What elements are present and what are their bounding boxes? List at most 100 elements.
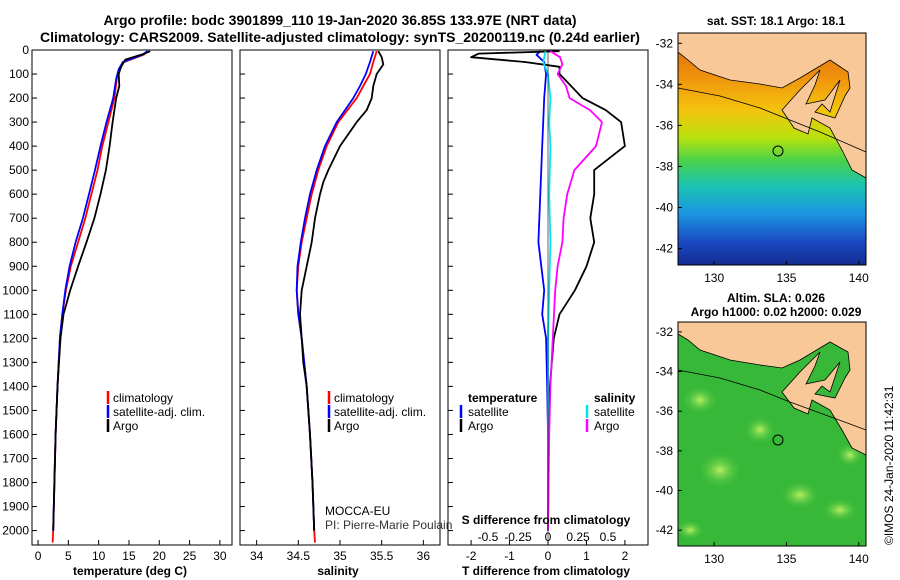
series-climatology bbox=[51, 50, 149, 543]
salinity-panel bbox=[239, 49, 441, 546]
map-x-tick-label: 130 bbox=[704, 271, 724, 285]
s-tick-label: 0.5 bbox=[600, 530, 617, 544]
series-t-satellite bbox=[535, 50, 549, 531]
map-x-tick-label: 135 bbox=[776, 552, 796, 566]
series-climatology bbox=[295, 50, 378, 543]
x-tick-label: 10 bbox=[92, 549, 106, 563]
sla-map-title2: Argo h1000: 0.02 h2000: 0.029 bbox=[691, 305, 862, 319]
depth-tick-label: 1400 bbox=[2, 379, 29, 393]
salinity-series bbox=[295, 50, 385, 543]
map-y-tick-label: -32 bbox=[656, 36, 674, 50]
legend-label-s-argo: Argo bbox=[594, 419, 620, 433]
depth-tick-label: 200 bbox=[9, 91, 29, 105]
x-tick-label: -1 bbox=[504, 549, 515, 563]
depth-tick-label: 100 bbox=[9, 67, 29, 81]
map-y-tick-label: -38 bbox=[656, 159, 674, 173]
x-tick-label: 36 bbox=[417, 549, 431, 563]
depth-tick-label: 1500 bbox=[2, 403, 29, 417]
temperature-x-axis: 0 5 10 15 20 25 30 bbox=[35, 540, 227, 563]
depth-tick-label: 900 bbox=[9, 259, 29, 273]
sla-map-axes: 130 135 140 -32 -34 -36 -38 -40 -42 bbox=[656, 325, 869, 566]
x-tick-label: 34 bbox=[250, 549, 264, 563]
temperature-xlabel: temperature (deg C) bbox=[73, 564, 187, 578]
salinity-legend: climatology satellite-adj. clim. Argo MO… bbox=[325, 391, 452, 532]
map-y-tick-label: -36 bbox=[656, 404, 674, 418]
map-y-tick-label: -40 bbox=[656, 483, 674, 497]
map-x-tick-label: 130 bbox=[704, 552, 724, 566]
temperature-legend: climatology satellite-adj. clim. Argo bbox=[106, 391, 205, 433]
depth-tick-label: 1600 bbox=[2, 427, 29, 441]
sst-map-title: sat. SST: 18.1 Argo: 18.1 bbox=[707, 14, 846, 28]
x-tick-label: 34.5 bbox=[287, 549, 311, 563]
s-tick-label: -0.25 bbox=[504, 530, 532, 544]
sst-shelf-contour bbox=[677, 87, 867, 153]
map-y-tick-label: -42 bbox=[656, 242, 674, 256]
s-tick-label: -0.5 bbox=[478, 530, 499, 544]
series-satellite-adj-clim- bbox=[295, 50, 375, 531]
legend-label-climatology: climatology bbox=[334, 391, 394, 405]
sst-land-mass bbox=[677, 32, 867, 179]
x-tick-label: 20 bbox=[153, 549, 167, 563]
depth-tick-label: 800 bbox=[9, 235, 29, 249]
sst-map: sat. SST: 18.1 Argo: 18.1 130 135 140 -32 -3… bbox=[656, 14, 869, 285]
depth-axis: 0 100 200 300 400 500 600 700 800 900 1000 1100 1200… bbox=[2, 43, 453, 538]
depth-tick-label: 400 bbox=[9, 139, 29, 153]
x-tick-label: 2 bbox=[622, 549, 629, 563]
map-y-tick-label: -42 bbox=[656, 523, 674, 537]
map-x-tick-label: 140 bbox=[849, 271, 869, 285]
series-satellite-adj-clim- bbox=[52, 50, 148, 531]
temperature-panel bbox=[31, 49, 233, 546]
x-tick-label: 30 bbox=[213, 549, 227, 563]
map-y-tick-label: -34 bbox=[656, 365, 674, 379]
depth-tick-label: 1300 bbox=[2, 355, 29, 369]
sla-argo-location bbox=[772, 434, 784, 446]
x-tick-label: 5 bbox=[65, 549, 72, 563]
depth-tick-label: 1200 bbox=[2, 331, 29, 345]
x-tick-label: 0 bbox=[35, 549, 42, 563]
legend-label-satellite: satellite-adj. clim. bbox=[113, 405, 205, 419]
sst-map-frame bbox=[677, 32, 867, 266]
depth-tick-label: 2000 bbox=[2, 524, 29, 538]
x-tick-label: 35 bbox=[333, 549, 347, 563]
map-y-tick-label: -32 bbox=[656, 325, 674, 339]
depth-tick-label: 300 bbox=[9, 115, 29, 129]
x-tick-label: 15 bbox=[122, 549, 136, 563]
x-tick-label: 25 bbox=[183, 549, 197, 563]
x-tick-label: 35.5 bbox=[370, 549, 394, 563]
depth-tick-label: 0 bbox=[22, 43, 29, 57]
depth-tick-label: 1900 bbox=[2, 500, 29, 514]
map-y-tick-label: -36 bbox=[656, 118, 674, 132]
x-tick-label: -2 bbox=[466, 549, 477, 563]
salinity-x-axis: 34 34.5 35 35.5 36 bbox=[250, 540, 430, 563]
imos-timestamp: ©IMOS 24-Jan-2020 11:42:31 bbox=[882, 385, 896, 545]
legend-salinity-title: salinity bbox=[594, 391, 636, 405]
depth-tick-label: 1100 bbox=[3, 307, 29, 321]
map-x-tick-label: 135 bbox=[776, 271, 796, 285]
t-difference-xlabel: T difference from climatology bbox=[462, 564, 630, 578]
depth-tick-label: 500 bbox=[9, 163, 29, 177]
depth-tick-label: 700 bbox=[9, 211, 29, 225]
legend-label-climatology: climatology bbox=[113, 391, 173, 405]
difference-x-axis: -2 -1 0 1 2-0.5 -0.25 0 0.25 0.5 bbox=[466, 530, 629, 563]
legend-label-t-argo: Argo bbox=[468, 419, 494, 433]
series-argo bbox=[299, 50, 385, 531]
sst-argo-location bbox=[772, 145, 784, 157]
s-difference-xlabel: S difference from climatology bbox=[462, 513, 631, 527]
map-y-tick-label: -34 bbox=[656, 77, 674, 91]
figure-title-line2: Climatology: CARS2009. Satellite-adjuste… bbox=[40, 29, 640, 45]
map-y-tick-label: -38 bbox=[656, 444, 674, 458]
project-annotation: MOCCA-EU bbox=[325, 504, 390, 518]
salinity-xlabel: salinity bbox=[317, 564, 359, 578]
sla-map-title1: Altim. SLA: 0.026 bbox=[727, 291, 825, 305]
legend-label-s-satellite: satellite bbox=[594, 405, 635, 419]
legend-label-argo: Argo bbox=[113, 419, 139, 433]
legend-temperature-title: temperature bbox=[468, 391, 538, 405]
series-s-argo bbox=[547, 50, 603, 531]
sst-map-axes: 130 135 140 -32 -34 -36 -38 -40 -42 bbox=[656, 36, 869, 285]
map-y-tick-label: -40 bbox=[656, 201, 674, 215]
s-tick-label: 0.25 bbox=[566, 530, 590, 544]
legend-label-argo: Argo bbox=[334, 419, 360, 433]
map-x-tick-label: 140 bbox=[849, 552, 869, 566]
depth-tick-label: 600 bbox=[9, 187, 29, 201]
